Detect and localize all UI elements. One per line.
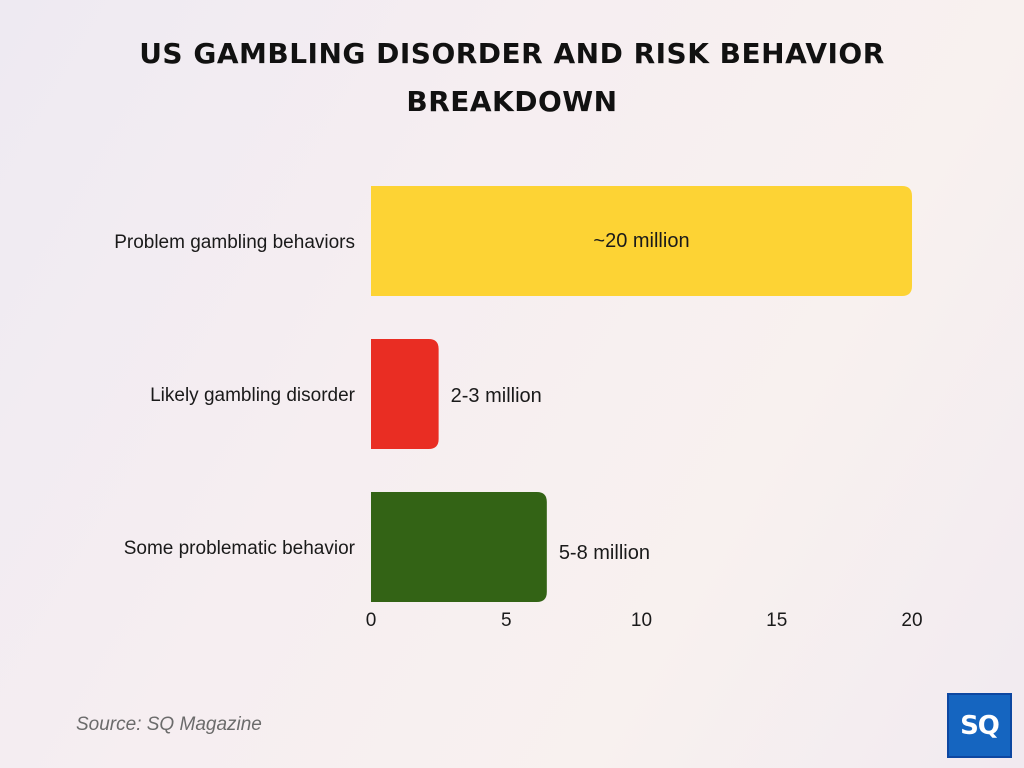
data-label-1: ~20 million <box>593 230 689 252</box>
bar-2 <box>371 339 439 449</box>
sq-logo: SQ <box>947 693 1012 758</box>
category-label-3: Some problematic behavior <box>124 538 356 559</box>
source-note: Source: SQ Magazine <box>76 714 262 735</box>
category-label-2: Likely gambling disorder <box>150 385 356 406</box>
bar-3 <box>371 492 547 602</box>
x-tick-label-3: 10 <box>631 610 652 631</box>
bar-1 <box>371 186 912 296</box>
category-label-1: Problem gambling behaviors <box>114 232 355 253</box>
data-label-2: 2-3 million <box>451 385 542 407</box>
x-tick-label-4: 15 <box>766 610 787 631</box>
x-tick-label-5: 20 <box>901 610 922 631</box>
x-tick-label-2: 5 <box>501 610 512 631</box>
logo-text: SQ <box>960 710 1000 741</box>
chart-title: US GAMBLING DISORDER AND RISK BEHAVIOR B… <box>139 37 885 118</box>
data-label-3: 5-8 million <box>559 542 650 564</box>
bar-chart: Problem gambling behaviors ~20 million Lik… <box>114 186 923 631</box>
x-tick-label-1: 0 <box>366 610 377 631</box>
